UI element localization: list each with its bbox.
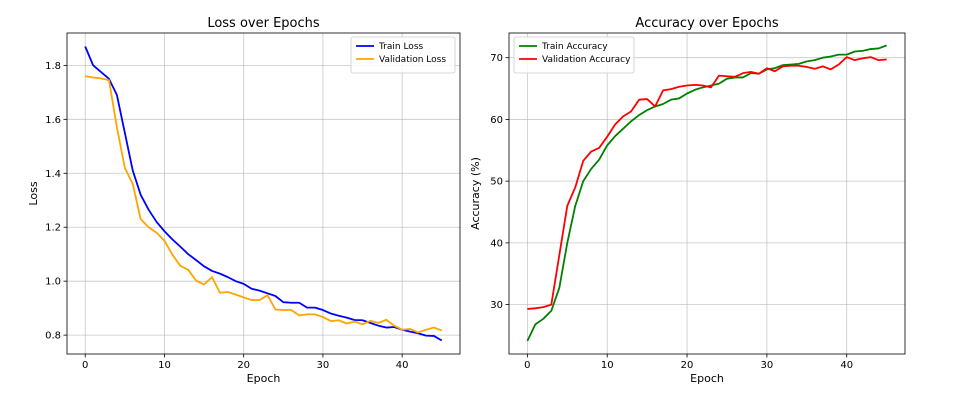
accuracy-series-group [526, 44, 887, 342]
accuracy-plot-frame [508, 32, 906, 355]
accuracy-y-tick-label: 50 [490, 177, 503, 188]
loss-series-group [84, 46, 443, 342]
accuracy-chart-title: Accuracy over Epochs [635, 16, 778, 31]
accuracy-chart: 0 10 20 30 40 30 40 50 60 70 Accuracy over Epochs… [469, 16, 906, 385]
accuracy-legend-label-2: Validation Accuracy [542, 55, 631, 65]
loss-y-tick-label: 1.8 [45, 61, 61, 72]
loss-x-tick-label: 10 [158, 360, 171, 371]
accuracy-y-axis-label: Accuracy (%) [469, 157, 482, 230]
accuracy-x-tick-label: 10 [601, 360, 614, 371]
loss-y-tick-label: 0.8 [45, 331, 61, 342]
loss-plot-frame [66, 32, 461, 355]
loss-x-tick-label: 0 [82, 360, 88, 371]
loss-chart: 0 10 20 30 40 0.8 1.0 1.2 1.4 1.6 1.8 Loss over Ep… [27, 16, 461, 385]
loss-series-line-2 [85, 75, 443, 334]
loss-ticks: 0 10 20 30 40 0.8 1.0 1.2 1.4 1.6 1.8 [45, 61, 408, 371]
accuracy-ticks: 0 10 20 30 40 30 40 50 60 70 [490, 53, 853, 371]
loss-y-axis-label: Loss [27, 181, 40, 205]
accuracy-legend: Train Accuracy Validation Accuracy [513, 36, 635, 74]
accuracy-x-tick-label: 30 [761, 360, 774, 371]
loss-x-tick-label: 30 [317, 360, 330, 371]
loss-y-tick-label: 1.2 [45, 223, 61, 234]
loss-series-line-1 [84, 46, 443, 342]
loss-legend: Train Loss Validation Loss [350, 36, 456, 74]
loss-x-tick-label: 40 [396, 360, 409, 371]
loss-legend-label-1: Train Loss [378, 42, 424, 52]
accuracy-series-line-2 [527, 56, 887, 310]
accuracy-legend-box [513, 36, 635, 74]
loss-x-axis-label: Epoch [247, 372, 281, 385]
accuracy-y-tick-label: 40 [490, 238, 503, 249]
accuracy-x-tick-label: 0 [524, 360, 530, 371]
accuracy-y-tick-label: 30 [490, 300, 503, 311]
loss-x-tick-label: 20 [237, 360, 250, 371]
loss-chart-title: Loss over Epochs [207, 16, 320, 31]
loss-legend-box [350, 36, 456, 74]
loss-y-tick-label: 1.6 [45, 115, 61, 126]
accuracy-x-axis-label: Epoch [690, 372, 724, 385]
accuracy-legend-label-1: Train Accuracy [541, 42, 608, 52]
accuracy-grid [509, 33, 905, 354]
loss-legend-label-2: Validation Loss [379, 55, 446, 65]
loss-y-tick-label: 1.4 [45, 169, 61, 180]
accuracy-y-tick-label: 60 [490, 115, 503, 126]
accuracy-x-tick-label: 40 [840, 360, 853, 371]
loss-y-tick-label: 1.0 [45, 277, 61, 288]
accuracy-x-tick-label: 20 [681, 360, 694, 371]
accuracy-y-tick-label: 70 [490, 53, 503, 64]
